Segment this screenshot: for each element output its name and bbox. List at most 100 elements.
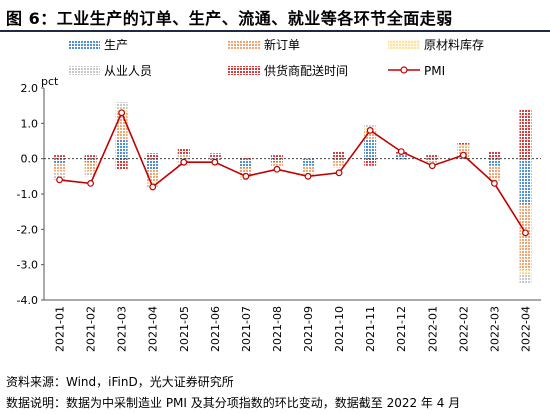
bar-new-orders: [239, 167, 252, 177]
bar-raw-inventory: [146, 181, 159, 184]
bar-new-orders: [519, 204, 532, 270]
legend-item-delivery: 供货商配送时间: [228, 63, 348, 78]
bar-new-orders: [488, 165, 501, 179]
chart: 生产 新订单 原材料库存 从业人员 供货商配送时间 PMI pct 2.0 1.0…: [17, 37, 541, 352]
bar-delivery: [146, 153, 159, 159]
x-tick-label: 2021-06: [209, 306, 222, 352]
bar-delivery: [115, 158, 128, 170]
x-tick-label: 2022-04: [519, 306, 532, 352]
bar-delivery: [519, 109, 532, 159]
pmi-point: [87, 179, 94, 187]
legend-item-pmi: PMI: [388, 64, 445, 78]
y-axis-unit-label: pct: [41, 75, 59, 88]
y-tick-label: 0.0: [21, 153, 39, 166]
bar-delivery: [270, 155, 283, 159]
x-tick-label: 2021-08: [271, 306, 284, 352]
x-tick-label: 2021-12: [395, 306, 408, 352]
title-bar: 图 6：工业生产的订单、生产、流通、就业等各环节全面走弱: [0, 0, 550, 32]
bar-raw-inventory: [457, 144, 470, 147]
source-note: 资料来源：Wind，iFinD，光大证券研究所: [6, 375, 234, 389]
bar-delivery: [177, 148, 190, 156]
legend-item-production: 生产: [68, 38, 128, 52]
bar-raw-inventory: [84, 171, 97, 173]
bar-employment: [208, 156, 221, 159]
bar-new-orders: [84, 162, 97, 172]
bar-production: [239, 158, 252, 168]
y-tick-label: -4.0: [17, 294, 38, 307]
bar-employment: [53, 172, 66, 180]
bar-production: [364, 139, 377, 159]
bar-production: [146, 158, 159, 170]
legend-label-raw-inventory: 原材料库存: [424, 37, 484, 52]
bar-production: [395, 155, 408, 159]
bar-new-orders: [270, 162, 283, 166]
bar-production: [488, 158, 501, 166]
bar-production: [519, 158, 532, 205]
legend-label-new-orders: 新订单: [264, 37, 300, 52]
bar-production: [426, 158, 439, 161]
plot-area: 2.0 1.0 0.0 -1.0 -2.0 -3.0 -4.0 2021-01 2021-02 2…: [17, 82, 541, 352]
x-tick-label: 2021-09: [302, 306, 315, 352]
bar-delivery: [84, 155, 97, 159]
bar-production: [333, 158, 346, 161]
legend-label-pmi: PMI: [424, 64, 445, 78]
bar-new-orders: [333, 160, 346, 166]
pmi-point: [149, 183, 157, 191]
bar-new-orders: [457, 146, 470, 157]
pmi-point: [180, 158, 188, 166]
bar-delivery: [208, 153, 221, 157]
bar-new-orders: [426, 160, 439, 163]
pmi-point: [491, 179, 498, 187]
x-tick-label: 2021-01: [54, 306, 67, 352]
pmi-point: [522, 229, 529, 237]
bar-employment: [333, 165, 346, 168]
bar-employment: [84, 172, 97, 177]
bar-delivery: [457, 142, 470, 145]
bar-production: [84, 158, 97, 163]
x-tick-label: 2021-03: [116, 306, 129, 352]
legend-label-employment: 从业人员: [104, 64, 152, 78]
bar-employment: [115, 102, 128, 110]
legend-item-raw-inventory: 原材料库存: [388, 37, 484, 52]
legend-label-production: 生产: [104, 38, 128, 52]
pmi-point: [304, 172, 312, 180]
y-tick-label: -1.0: [17, 188, 38, 201]
bar-production: [270, 158, 283, 163]
y-tick-label: 1.0: [21, 117, 39, 130]
pmi-point: [335, 169, 343, 177]
legend-item-new-orders: 新订单: [228, 37, 300, 52]
pmi-line: [59, 110, 527, 234]
pmi-point: [428, 162, 436, 170]
pmi-point: [211, 158, 219, 166]
bar-new-orders: [115, 112, 128, 140]
data-note: 数据说明：数据为中采制造业 PMI 及其分项指数的环比变动，数据截至 2022 …: [6, 396, 461, 410]
bar-new-orders: [177, 155, 190, 157]
bar-delivery: [488, 151, 501, 159]
pmi-point: [366, 126, 374, 134]
x-tick-label: 2021-02: [85, 306, 98, 352]
x-tick-label: 2021-11: [364, 306, 377, 352]
bar-delivery: [53, 155, 66, 159]
bar-delivery: [364, 158, 377, 166]
bar-employment: [395, 158, 408, 161]
x-tick-label: 2022-02: [457, 306, 470, 352]
bar-production: [177, 156, 190, 159]
bar-production: [53, 158, 66, 164]
bar-raw-inventory: [519, 269, 532, 274]
bar-delivery: [333, 151, 346, 159]
bar-raw-inventory: [53, 171, 66, 173]
bar-employment: [519, 273, 532, 285]
bar-production: [115, 139, 128, 159]
bar-delivery: [239, 156, 252, 159]
legend-label-delivery: 供货商配送时间: [264, 63, 348, 78]
bar-new-orders: [302, 165, 315, 173]
bar-new-orders: [53, 163, 66, 172]
bar-raw-inventory: [488, 178, 501, 180]
x-tick-label: 2021-07: [240, 306, 253, 352]
x-tick-label: 2021-05: [178, 306, 191, 352]
y-tick-label: 2.0: [21, 82, 39, 95]
pmi-point: [242, 172, 250, 180]
y-tick-label: -2.0: [17, 223, 38, 236]
pmi-point: [273, 165, 281, 173]
pmi-point: [118, 109, 126, 117]
